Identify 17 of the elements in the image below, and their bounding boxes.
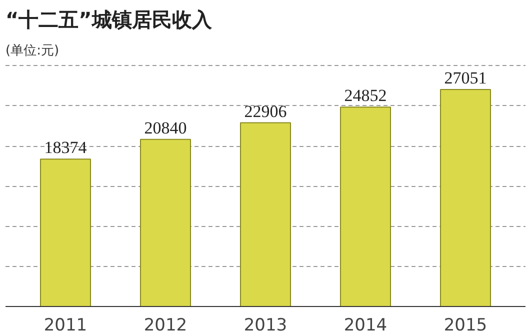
bar [40, 158, 91, 306]
data-label: 20840 [144, 118, 187, 138]
x-tick-label: 2015 [444, 316, 488, 333]
x-tick-label: 2011 [44, 316, 88, 333]
bar [140, 138, 191, 306]
data-label: 22906 [244, 102, 287, 121]
x-tick-label: 2013 [244, 316, 288, 333]
data-label: 18374 [44, 138, 88, 158]
chart-title: “十二五”城镇居民收入 [6, 8, 213, 32]
bar [240, 122, 291, 306]
bar [440, 89, 491, 306]
bar [340, 106, 391, 306]
data-label: 24852 [344, 86, 387, 106]
data-label: 27051 [444, 68, 487, 88]
x-tick-label: 2012 [144, 316, 188, 333]
chart-subtitle: (单位:元) [6, 44, 60, 58]
x-tick-label: 2014 [344, 316, 388, 333]
